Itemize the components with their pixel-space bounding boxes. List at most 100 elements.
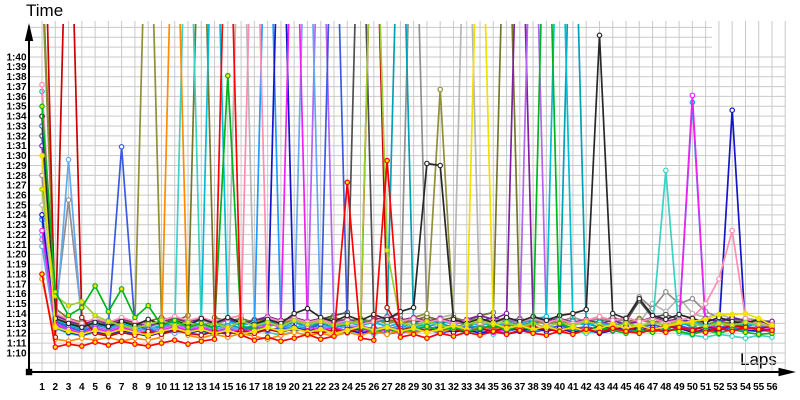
x-tick-label: 10 bbox=[156, 382, 168, 393]
marker-black bbox=[503, 314, 510, 321]
marker-red bbox=[331, 333, 337, 340]
marker-red bbox=[450, 333, 457, 340]
marker-pink bbox=[39, 81, 45, 88]
marker-red bbox=[198, 338, 205, 345]
y-tick-label: 1:28 bbox=[6, 171, 26, 182]
marker-green bbox=[742, 329, 749, 336]
y-tick-label: 1:37 bbox=[6, 82, 26, 93]
marker-red bbox=[437, 330, 444, 337]
marker-yellow bbox=[278, 328, 284, 335]
y-tick-label: 1:31 bbox=[6, 141, 26, 152]
origin-marker bbox=[25, 368, 33, 376]
marker-yellow bbox=[185, 329, 191, 336]
x-tick-label: 35 bbox=[488, 382, 500, 393]
marker-red bbox=[65, 341, 72, 347]
marker-magenta bbox=[689, 92, 696, 99]
x-tick-label: 29 bbox=[408, 382, 420, 393]
marker-yellowgreen bbox=[755, 321, 762, 328]
x-tick-label: 55 bbox=[753, 382, 765, 393]
marker-crimson bbox=[198, 332, 205, 339]
marker-yellowgreen bbox=[158, 317, 165, 324]
marker-black bbox=[225, 314, 231, 321]
x-tick-label: 18 bbox=[262, 382, 274, 393]
y-tick-label: 1:21 bbox=[6, 240, 26, 251]
x-tick-label: 24 bbox=[342, 382, 354, 393]
marker-red bbox=[729, 328, 736, 335]
y-tick-label: 1:38 bbox=[6, 72, 26, 83]
marker-black bbox=[649, 312, 656, 319]
marker-red bbox=[238, 332, 244, 339]
marker-yellowgreen bbox=[344, 320, 351, 327]
y-tick-label: 1:12 bbox=[6, 329, 26, 340]
x-tick-label: 2 bbox=[53, 382, 59, 393]
marker-black bbox=[636, 295, 643, 302]
marker-yellow bbox=[251, 328, 258, 335]
marker-yellowgreen bbox=[291, 317, 298, 324]
x-tick-label: 13 bbox=[196, 382, 208, 393]
marker-red bbox=[769, 327, 775, 334]
marker-yellowgreen bbox=[623, 320, 629, 327]
marker-red bbox=[583, 326, 590, 333]
marker-yellow bbox=[225, 327, 231, 334]
marker-orange bbox=[384, 331, 390, 338]
marker-black bbox=[105, 323, 112, 330]
marker-red bbox=[185, 341, 191, 347]
marker-red bbox=[543, 332, 550, 339]
marker-black bbox=[384, 316, 390, 323]
marker-red bbox=[742, 324, 749, 331]
x-tick-label: 43 bbox=[594, 382, 606, 393]
x-tick-label: 45 bbox=[620, 382, 632, 393]
marker-red bbox=[530, 330, 536, 337]
x-tick-label: 56 bbox=[766, 382, 778, 393]
marker-red bbox=[556, 328, 563, 335]
marker-red bbox=[623, 328, 629, 335]
marker-red bbox=[357, 335, 364, 342]
y-tick-label: 1:32 bbox=[6, 131, 26, 142]
marker-yellow bbox=[384, 324, 390, 331]
marker-yellowgreen bbox=[185, 319, 191, 326]
marker-red bbox=[105, 342, 112, 348]
x-tick-label: 44 bbox=[607, 382, 619, 393]
y-tick-label: 1:35 bbox=[6, 102, 26, 113]
marker-black bbox=[410, 304, 417, 311]
marker-yellow bbox=[410, 325, 417, 332]
y-tick-label: 1:40 bbox=[6, 52, 26, 63]
marker-red bbox=[39, 271, 45, 277]
x-tick-label: 12 bbox=[182, 382, 194, 393]
marker-green bbox=[118, 286, 125, 292]
marker-yellow bbox=[755, 315, 762, 322]
marker-yellow bbox=[742, 310, 749, 317]
marker-red bbox=[132, 341, 138, 347]
x-tick-label: 51 bbox=[700, 382, 712, 393]
marker-red bbox=[278, 338, 284, 345]
marker-green bbox=[171, 317, 178, 324]
x-tick-label: 41 bbox=[567, 382, 579, 393]
marker-yellowgreen bbox=[317, 318, 324, 325]
x-tick-label: 14 bbox=[209, 382, 221, 393]
x-tick-label: 54 bbox=[740, 382, 752, 393]
x-tick-label: 32 bbox=[448, 382, 460, 393]
marker-red bbox=[490, 328, 497, 335]
marker-red bbox=[662, 329, 669, 336]
x-tick-label: 40 bbox=[554, 382, 566, 393]
marker-red bbox=[676, 324, 682, 331]
marker-pink bbox=[596, 313, 603, 320]
marker-black bbox=[609, 310, 616, 317]
marker-pink bbox=[729, 227, 736, 234]
marker-black bbox=[623, 315, 629, 322]
y-tick-label: 1:10 bbox=[6, 348, 26, 359]
marker-yellow bbox=[729, 311, 736, 318]
y-tick-label: 1:34 bbox=[6, 112, 26, 123]
marker-yellow bbox=[158, 328, 165, 335]
marker-yellow bbox=[291, 325, 298, 332]
marker-yellow bbox=[689, 318, 696, 325]
marker-yellowgreen bbox=[384, 247, 390, 254]
marker-yellowgreen bbox=[264, 319, 271, 326]
marker-black bbox=[437, 162, 444, 169]
marker-royalblue bbox=[118, 144, 125, 150]
marker-green bbox=[185, 324, 191, 331]
y-tick-label: 1:26 bbox=[6, 191, 26, 202]
marker-red bbox=[716, 325, 722, 332]
